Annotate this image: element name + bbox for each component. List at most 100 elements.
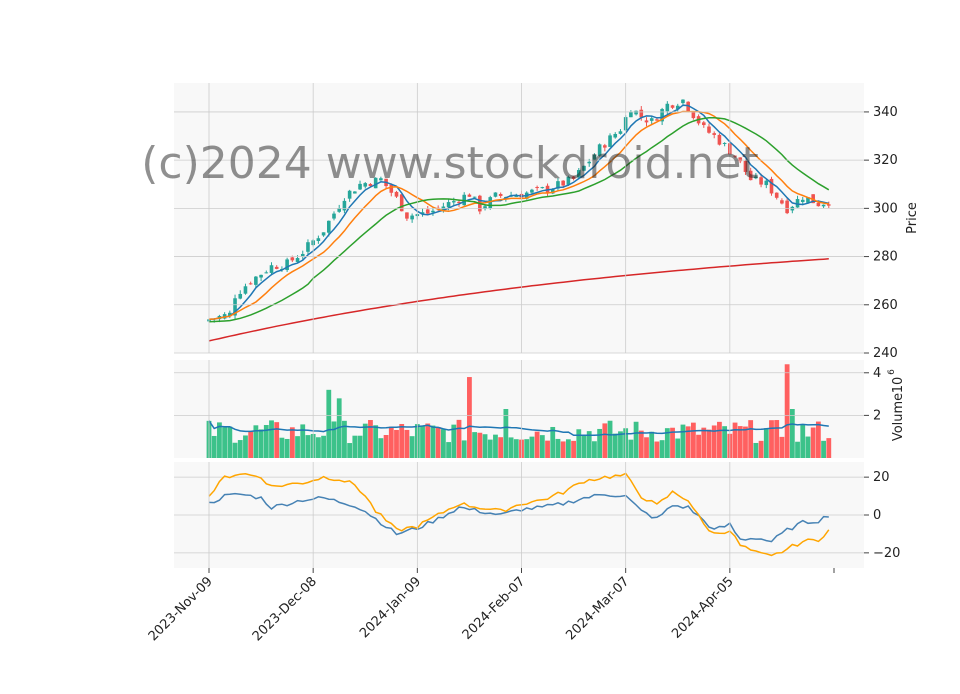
candle-body: [233, 298, 237, 316]
volume-bar: [758, 440, 764, 458]
volume-bar: [477, 432, 483, 458]
candle-body: [681, 99, 685, 104]
candle-body: [425, 209, 430, 214]
volume-bar: [597, 428, 603, 458]
candle-body: [373, 177, 378, 189]
candle-body: [535, 187, 539, 189]
candle-body: [285, 259, 289, 271]
candle-body: [238, 293, 243, 299]
volume-bar: [357, 435, 363, 458]
volume-bar: [493, 434, 498, 458]
candle-body: [248, 283, 253, 285]
volume-bar: [211, 435, 217, 458]
volume-bar: [602, 423, 608, 458]
candle-body: [618, 131, 623, 134]
candle-body: [321, 232, 326, 236]
candle-body: [821, 204, 826, 207]
volume-bar: [732, 422, 738, 458]
x-tick-label: 2024-Jan-09: [357, 574, 424, 641]
candle-body: [493, 192, 498, 197]
price-tick-label: 300: [873, 201, 898, 216]
volume-bar: [399, 423, 405, 458]
candle-body: [571, 176, 576, 179]
candle-body: [759, 177, 763, 185]
candle-body: [431, 210, 435, 213]
candle-body: [457, 201, 461, 204]
candle-body: [316, 238, 321, 242]
candle-body: [540, 187, 545, 189]
volume-bar: [779, 436, 785, 458]
volume-bar: [409, 436, 415, 458]
volume-bar: [659, 440, 665, 458]
volume-bar: [248, 431, 254, 458]
volume-multiplier-label: 10: [891, 377, 906, 394]
candle-body: [587, 161, 592, 164]
candle-body: [597, 144, 602, 156]
candle-body: [259, 274, 263, 278]
volume-bar: [789, 409, 795, 458]
ma-line-20: [208, 116, 830, 323]
volume-bar: [638, 430, 644, 458]
candle-body: [660, 109, 664, 122]
candle-body: [576, 170, 581, 178]
volume-bar: [607, 420, 613, 458]
candle-body: [514, 195, 519, 197]
volume-bar: [690, 422, 696, 458]
x-tick-label: 2023-Nov-09: [146, 574, 216, 644]
candle-body: [300, 253, 305, 257]
candle-body: [269, 265, 274, 273]
candle-body: [769, 178, 774, 194]
candle-body: [295, 258, 300, 262]
candle-body: [655, 119, 659, 121]
candle-body: [701, 122, 706, 126]
volume-bar: [368, 420, 373, 458]
x-tick-label: 2024-Mar-07: [563, 574, 632, 643]
volume-bar: [826, 438, 832, 458]
ma-line-5: [208, 104, 829, 321]
oscillator-line-1: [208, 492, 829, 543]
candle-body: [712, 133, 717, 135]
price-tick-label: 280: [873, 250, 898, 265]
candle-body: [686, 101, 690, 112]
volume-bar: [305, 435, 311, 458]
candle-body: [795, 199, 800, 208]
candle-body: [649, 118, 654, 121]
volume-bar: [565, 439, 571, 458]
volume-bar: [784, 364, 790, 458]
volume-bar: [649, 431, 655, 458]
volume-bar: [722, 426, 728, 458]
candle-body: [634, 110, 638, 115]
candle-body: [738, 157, 743, 162]
volume-bar: [269, 420, 274, 458]
volume-bar: [618, 431, 623, 458]
candle-body: [488, 197, 493, 209]
volume-bar: [295, 436, 300, 458]
volume-bar: [232, 442, 238, 458]
volume-axis-label: Volume: [891, 393, 906, 441]
candle-body: [342, 200, 347, 211]
candle-body: [332, 213, 336, 219]
candle-body: [774, 192, 779, 198]
candle-body: [228, 312, 232, 317]
candle-body: [806, 197, 810, 203]
volume-bar: [263, 425, 269, 458]
watermark: (c)2024 www.stockdroid.net: [141, 138, 758, 189]
candle-body: [363, 183, 368, 187]
candle-body: [264, 272, 269, 274]
volume-bar: [482, 434, 488, 458]
candle-body: [347, 190, 352, 199]
volume-bar: [503, 409, 509, 458]
candle-body: [561, 180, 565, 186]
volume-bar: [628, 439, 634, 458]
volume-bar: [284, 438, 290, 458]
volume-bar: [529, 436, 535, 458]
volume-bar: [342, 420, 347, 458]
candle-body: [358, 183, 362, 190]
price-panel: 240 260 280 300 320 340 Price: [174, 83, 920, 361]
volume-bar: [378, 438, 384, 458]
volume-bar: [534, 431, 540, 458]
candle-body: [639, 109, 644, 118]
volume-bar: [821, 440, 826, 458]
candle-body: [754, 176, 758, 179]
